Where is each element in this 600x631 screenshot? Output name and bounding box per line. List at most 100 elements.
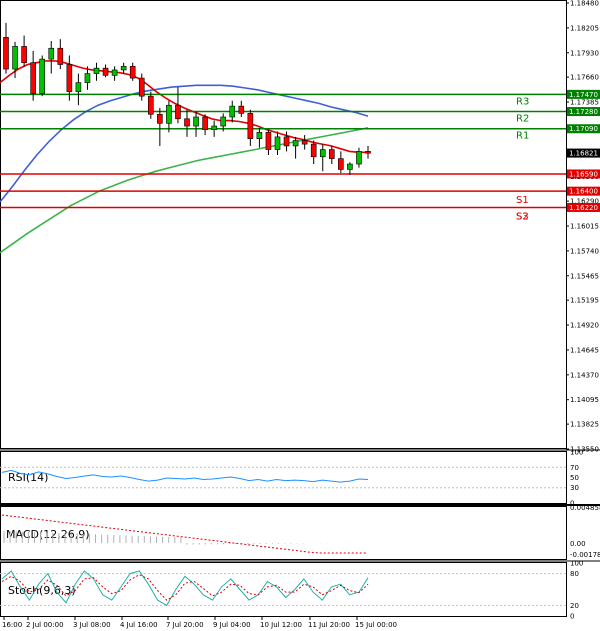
- ma-mid-line: [0, 84, 369, 203]
- rsi-label: RSI(14): [8, 471, 48, 484]
- level-name-label: R3: [516, 96, 529, 107]
- level-tag: [567, 107, 600, 117]
- level-tag-label: 1.16590: [569, 170, 598, 178]
- stoch-tick-label: 100: [570, 560, 583, 568]
- level-name-label: S2: [516, 211, 529, 222]
- level-tag: [567, 89, 600, 99]
- candle-body: [175, 104, 181, 120]
- x-tick-label: 16:00: [2, 621, 22, 629]
- rsi-tick-label: 100: [570, 449, 583, 457]
- candle-body: [274, 136, 281, 150]
- main-frame: [0, 0, 567, 449]
- candle-body: [66, 64, 73, 92]
- candle-body: [138, 77, 145, 97]
- level-tag-label: 1.16400: [569, 188, 598, 196]
- rsi-tick-label: 30: [570, 484, 579, 492]
- level-name-label: S3: [516, 211, 529, 222]
- candle-body: [148, 95, 154, 115]
- stoch-frame: [0, 562, 567, 617]
- candle-body: [111, 69, 118, 76]
- candle-body: [84, 73, 91, 83]
- candle-body: [12, 46, 18, 70]
- candle-body: [356, 151, 362, 165]
- candle-body: [220, 116, 226, 127]
- candle-body: [247, 113, 254, 139]
- stoch-tick-label: 20: [570, 602, 579, 610]
- level-tag: [567, 186, 600, 196]
- candle-body: [238, 105, 245, 114]
- y-tick-label: 1.13550: [570, 446, 599, 454]
- rsi-tick-label: 70: [570, 464, 579, 472]
- macd-signal-line: [1, 514, 366, 554]
- y-tick-label: 1.16290: [570, 198, 599, 206]
- level-tag: [567, 202, 600, 212]
- y-tick-label: 1.17385: [570, 99, 599, 107]
- rsi-frame: [0, 451, 567, 504]
- candle-body: [75, 82, 82, 92]
- y-tick-label: 1.13825: [570, 421, 599, 429]
- candle-body: [129, 66, 136, 79]
- y-tick-label: 1.15740: [570, 247, 599, 255]
- candle-body: [39, 58, 46, 94]
- y-tick-label: 1.14645: [570, 346, 599, 354]
- stoch-d-line: [1, 574, 369, 601]
- x-tick-label: 11 Jul 20:00: [308, 621, 350, 629]
- level-name-label: R1: [516, 131, 529, 142]
- macd-label: MACD(12,26,9): [6, 528, 90, 541]
- y-tick-label: 1.15465: [570, 272, 599, 280]
- macd-tick-label: 0.004858: [570, 504, 600, 512]
- macd-frame: [0, 506, 567, 560]
- x-tick-label: 7 Jul 20:00: [166, 621, 204, 629]
- y-tick-label: 1.17930: [570, 49, 599, 57]
- candle-body: [310, 143, 317, 158]
- candle-body: [157, 113, 163, 124]
- y-tick-label: 1.18205: [570, 24, 599, 32]
- candle-body: [301, 140, 308, 145]
- candle-body: [184, 118, 190, 127]
- y-tick-label: 1.16015: [570, 223, 599, 231]
- y-tick-label: 1.14370: [570, 371, 599, 379]
- candle-body: [93, 67, 100, 74]
- candle-body: [48, 47, 55, 60]
- candle-body: [365, 151, 371, 154]
- rsi-tick-label: 50: [570, 474, 579, 482]
- current-price-tag: [567, 148, 600, 158]
- candle-body: [21, 46, 27, 64]
- candle-body: [347, 163, 353, 170]
- level-tag: [567, 124, 600, 134]
- candle-body: [338, 158, 344, 170]
- level-tag-label: 1.16220: [569, 204, 598, 212]
- x-tick-label: 10 Jul 12:00: [260, 621, 302, 629]
- stoch-k-line: [1, 570, 369, 607]
- x-tick-label: 2 Jul 00:00: [26, 621, 64, 629]
- level-tag-label: 1.17090: [569, 125, 598, 133]
- candle-body: [193, 116, 199, 127]
- candle-body: [211, 125, 217, 130]
- candle-body: [166, 104, 172, 124]
- y-tick-label: 1.14920: [570, 322, 599, 330]
- current-price-label: 1.16821: [569, 150, 598, 158]
- candle-body: [102, 67, 109, 76]
- y-tick-label: 1.15195: [570, 297, 599, 305]
- x-tick-label: 4 Jul 16:00: [120, 621, 158, 629]
- macd-tick-label: -0.001788: [570, 551, 600, 559]
- candle-body: [3, 37, 9, 70]
- x-tick-label: 9 Jul 04:00: [213, 621, 251, 629]
- stoch-tick-label: 0: [570, 613, 574, 621]
- y-tick-label: 1.17660: [570, 74, 599, 82]
- candle-body: [328, 149, 335, 159]
- rsi-tick-label: 0: [570, 500, 574, 508]
- y-tick-label: 1.18480: [570, 0, 599, 8]
- candle-body: [202, 116, 208, 130]
- candle-body: [57, 47, 64, 65]
- level-tag: [567, 169, 600, 179]
- y-tick-label: 1.14095: [570, 396, 599, 404]
- candle-body: [292, 140, 299, 147]
- candle-body: [265, 132, 272, 150]
- level-tag-label: 1.17280: [569, 108, 598, 116]
- rsi-line: [1, 469, 369, 483]
- x-tick-label: 15 Jul 00:00: [355, 621, 397, 629]
- macd-tick-label: 0.00: [570, 540, 586, 548]
